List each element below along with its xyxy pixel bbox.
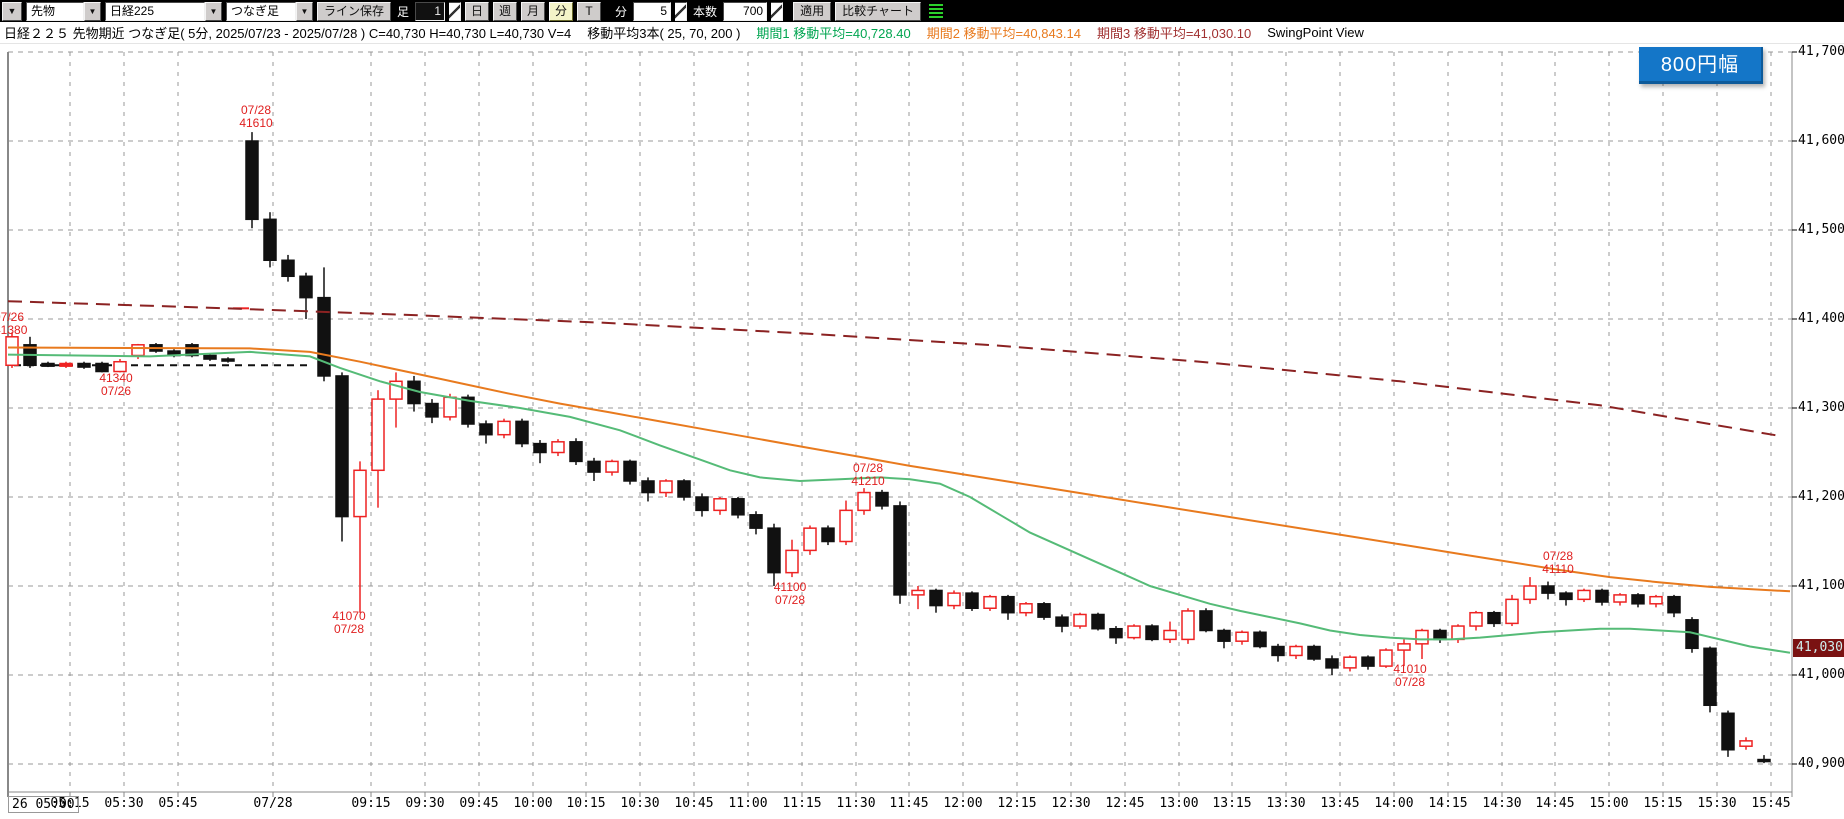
period-week-button[interactable]: 週 [493, 1, 518, 21]
y-axis-label: 41,100.0 [1798, 578, 1844, 593]
x-axis-label: 14:30 [1482, 796, 1522, 811]
swing-point-label: 07/28 41110 [1542, 549, 1574, 576]
ma-settings-text: 移動平均3本( 25, 70, 200 ) [587, 26, 741, 41]
x-axis-label: 12:15 [997, 796, 1037, 811]
x-axis-label: 14:15 [1428, 796, 1468, 811]
price-range-badge: 800円幅 [1639, 47, 1763, 84]
y-axis-label: 41,300.0 [1798, 400, 1844, 415]
x-axis-label: 14:00 [1374, 796, 1414, 811]
x-axis-label: 15:15 [1643, 796, 1683, 811]
x-axis-label: 09:45 [459, 796, 499, 811]
x-axis-label: 10:00 [513, 796, 553, 811]
save-lines-button[interactable]: ライン保存 [317, 1, 392, 21]
x-axis-first-label: 26 05:00 [8, 796, 79, 813]
spinner-button[interactable] [675, 1, 688, 21]
swing-point-label: 41100 07/28 [773, 580, 807, 607]
swing-point-label: 41340 07/26 [99, 371, 133, 398]
x-axis-label: 15:30 [1697, 796, 1737, 811]
instrument-type-value: 先物 [26, 1, 84, 21]
y-axis-label: 40,900.0 [1798, 756, 1844, 771]
chevron-down-icon[interactable]: ▼ [84, 1, 101, 21]
ma2-value-text: 期間2 移動平均=40,843.14 [926, 26, 1081, 41]
x-axis-label: 15:00 [1589, 796, 1629, 811]
x-axis-label: 10:45 [674, 796, 714, 811]
chevron-down-icon[interactable]: ▼ [205, 1, 222, 21]
indicator-list-icon[interactable] [928, 3, 943, 19]
bar-count-label: 本数 [693, 4, 718, 19]
chevron-down-icon[interactable]: ▼ [296, 1, 313, 21]
x-axis-label: 05:45 [158, 796, 198, 811]
info-bar: 日経２２５ 先物期近 つなぎ足( 5分, 2025/07/23 - 2025/0… [0, 22, 1844, 44]
spinner-button[interactable] [771, 1, 784, 21]
toolbar: ▼ 先物 ▼ 日経225 ▼ つなぎ足 ▼ ライン保存 足 日 週 月 分 T … [0, 0, 1844, 22]
x-axis-label: 07/28 [253, 796, 293, 811]
x-axis-label: 12:00 [943, 796, 983, 811]
mini-dropdown-button[interactable]: ▼ [2, 1, 22, 21]
y-axis-label: 41,500.0 [1798, 222, 1844, 237]
swing-point-label: 07/26 41380 [0, 310, 28, 337]
ma3-value-text: 期間3 移動平均=41,030.10 [1096, 26, 1252, 41]
x-axis-label: 11:30 [836, 796, 876, 811]
swing-point-label: 07/28 41210 [851, 461, 885, 488]
period-tick-button[interactable]: T [577, 1, 602, 21]
period-day-button[interactable]: 日 [465, 1, 490, 21]
x-axis-label: 14:45 [1535, 796, 1575, 811]
instrument-type-select[interactable]: 先物 ▼ [26, 1, 101, 21]
ma-line [7, 300, 1784, 438]
candles-layer [5, 132, 1771, 764]
spinner-button[interactable] [449, 1, 462, 21]
symbol-value: 日経225 [105, 1, 205, 21]
y-axis-label: 41,200.0 [1798, 489, 1844, 504]
chart-canvas[interactable]: 07/26 41380 41340 07/26 07/28 41610 41070 0… [0, 44, 1844, 819]
period-month-button[interactable]: 月 [521, 1, 546, 21]
ma-line [7, 346, 1791, 593]
current-price-badge: 41,030.1 [1793, 639, 1844, 658]
bar-input[interactable] [415, 1, 446, 21]
gridlines [8, 51, 1792, 792]
compare-chart-button[interactable]: 比較チャート [835, 1, 921, 21]
swing-point-label: 41070 07/28 [332, 609, 366, 636]
x-axis-label: 09:15 [351, 796, 391, 811]
x-axis-label: 10:15 [566, 796, 606, 811]
x-axis-label: 13:00 [1159, 796, 1199, 811]
y-axis-label: 41,600.0 [1798, 133, 1844, 148]
x-axis-label: 11:00 [728, 796, 768, 811]
period-minute-button[interactable]: 分 [549, 1, 574, 21]
x-axis-label: 13:30 [1266, 796, 1306, 811]
x-axis-label: 12:30 [1051, 796, 1091, 811]
x-axis-label: 05:30 [104, 796, 144, 811]
x-axis-label: 09:30 [405, 796, 445, 811]
x-axis-label: 13:45 [1320, 796, 1360, 811]
swing-point-label: 07/28 41610 [239, 103, 273, 130]
x-axis-label: 11:45 [889, 796, 929, 811]
plot-frame [7, 51, 1797, 797]
chart-style-value: つなぎ足 [226, 1, 296, 21]
minute-input[interactable] [633, 1, 672, 21]
minute-label: 分 [615, 4, 628, 19]
x-axis-label: 15:45 [1751, 796, 1791, 811]
y-axis-label: 41,000.0 [1798, 667, 1844, 682]
chart-plot [5, 51, 1797, 797]
chart-summary-text: 日経２２５ 先物期近 つなぎ足( 5分, 2025/07/23 - 2025/0… [4, 26, 572, 41]
y-axis-label: 41,400.0 [1798, 311, 1844, 326]
ma1-value-text: 期間1 移動平均=40,728.40 [756, 26, 911, 41]
apply-button[interactable]: 適用 [793, 1, 832, 21]
swing-point-label: 41010 07/28 [1393, 662, 1427, 689]
ma-line [7, 350, 1791, 654]
x-axis-label: 12:45 [1105, 796, 1145, 811]
bar-count-input[interactable] [723, 1, 768, 21]
x-axis-label: 11:15 [782, 796, 822, 811]
chart-style-select[interactable]: つなぎ足 ▼ [226, 1, 313, 21]
x-axis-label: 10:30 [620, 796, 660, 811]
bar-label: 足 [397, 4, 410, 19]
x-axis-label: 05:15 [50, 796, 90, 811]
y-axis-label: 41,700.0 [1798, 44, 1844, 59]
x-axis-label: 13:15 [1212, 796, 1252, 811]
swingpoint-view-text: SwingPoint View [1267, 25, 1364, 40]
symbol-select[interactable]: 日経225 ▼ [105, 1, 222, 21]
